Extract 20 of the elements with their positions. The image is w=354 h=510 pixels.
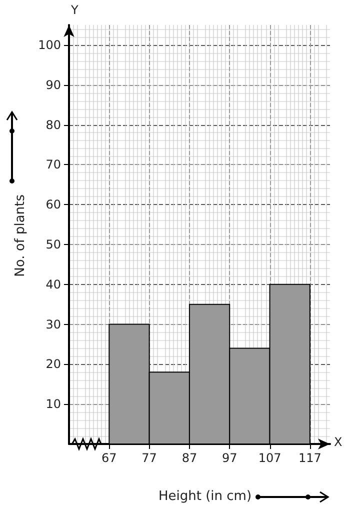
y-axis-title: No. of plants bbox=[13, 194, 28, 277]
y-tick-label: 20 bbox=[46, 357, 61, 372]
x-tick-label: 77 bbox=[142, 451, 157, 465]
x-tick-label: 117 bbox=[298, 451, 322, 465]
y-tick-label: 80 bbox=[46, 118, 61, 132]
y-tick-label: 60 bbox=[46, 198, 61, 212]
x-tick-label: 87 bbox=[182, 451, 198, 465]
y-tick-label: 70 bbox=[46, 158, 61, 172]
y-tick-label: 90 bbox=[46, 78, 61, 92]
y-tick-label: 30 bbox=[46, 317, 61, 332]
y-tick-label: 50 bbox=[46, 237, 61, 252]
y-tick-label: 40 bbox=[46, 277, 61, 292]
text: Y bbox=[70, 3, 79, 17]
text: X bbox=[334, 435, 342, 449]
x-axis-title: Height (in cm) bbox=[158, 489, 252, 504]
y-tick-label: 100 bbox=[38, 38, 61, 52]
x-tick-label: 107 bbox=[258, 451, 282, 465]
x-tick-label: 67 bbox=[102, 451, 117, 465]
y-tick-label: 10 bbox=[46, 397, 61, 412]
x-tick-label: 97 bbox=[222, 451, 238, 465]
